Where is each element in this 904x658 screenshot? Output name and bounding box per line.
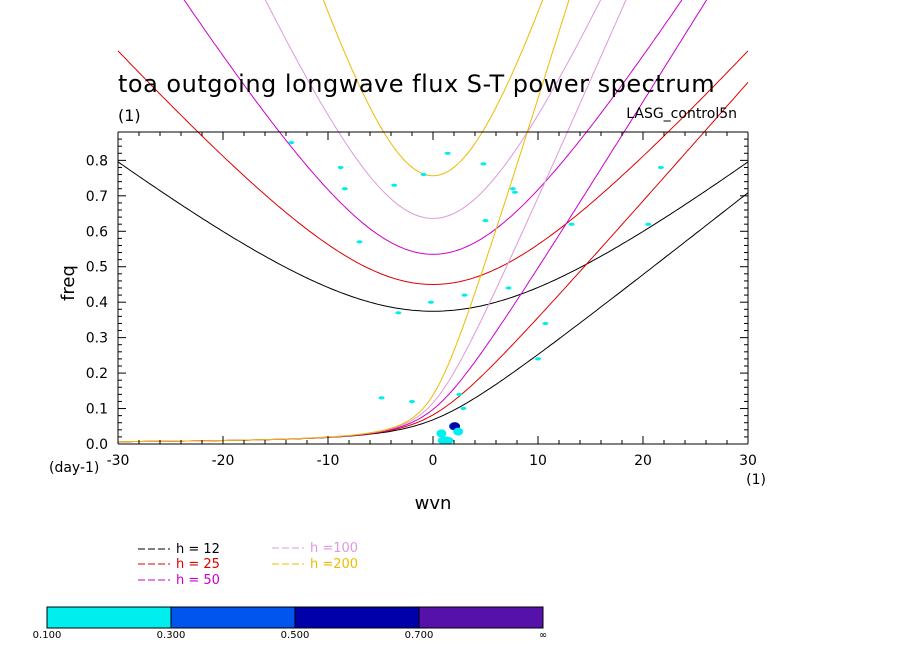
contour-patch bbox=[427, 300, 434, 304]
curve-ig-h50 bbox=[183, 0, 683, 255]
colorbar-label: ∞ bbox=[539, 630, 547, 641]
y-tick-label: 0.8 bbox=[86, 153, 108, 169]
y-tick-label: 0.6 bbox=[86, 224, 108, 240]
colorbar-label: 0.100 bbox=[33, 630, 62, 641]
y-tick-label: 0.3 bbox=[86, 331, 108, 347]
chart-title: toa outgoing longwave flux S-T power spe… bbox=[118, 70, 715, 98]
x-tick-label: -20 bbox=[212, 453, 235, 469]
x-tick-label: 10 bbox=[529, 453, 547, 469]
contour-patch bbox=[444, 151, 451, 155]
y-tick-label: 0.2 bbox=[86, 366, 108, 382]
contour-patch bbox=[378, 396, 385, 400]
contour-patch bbox=[341, 187, 348, 191]
curve-kelvin-h100 bbox=[118, 0, 627, 443]
curve-kelvin-h50 bbox=[117, 0, 708, 443]
y-tick-label: 0.5 bbox=[86, 260, 108, 276]
y-axis-label: freq bbox=[58, 265, 79, 301]
y-axis-unit: (day-1) bbox=[49, 460, 99, 476]
curve-ig-h100 bbox=[264, 0, 602, 219]
contour-patch bbox=[420, 172, 427, 177]
contour-patch bbox=[456, 392, 463, 396]
x-tick-label: 30 bbox=[739, 453, 757, 469]
contour-patch bbox=[460, 406, 467, 411]
contour-patch bbox=[337, 165, 344, 170]
contour-patches bbox=[288, 141, 664, 445]
colorbar-label: 0.700 bbox=[405, 630, 434, 641]
contour-patch bbox=[509, 187, 516, 191]
legend-label: h =100 bbox=[310, 541, 358, 556]
legend-label: h = 12 bbox=[176, 542, 220, 557]
contour-patch bbox=[657, 165, 664, 170]
contour-patch bbox=[645, 222, 652, 226]
colorbar-swatch bbox=[418, 606, 544, 629]
chart-subtitle-right: LASG_control5n bbox=[626, 106, 737, 122]
curve-kelvin-h200 bbox=[118, 0, 570, 443]
contour-patch bbox=[395, 311, 402, 315]
curve-ig-h200 bbox=[322, 0, 544, 177]
colorbar-label: 0.500 bbox=[281, 630, 310, 641]
contour-patch bbox=[542, 321, 549, 326]
contour-patch bbox=[391, 183, 398, 187]
x-tick-label: -30 bbox=[107, 453, 130, 469]
x-tick-label: 0 bbox=[429, 453, 438, 469]
contour-patch bbox=[535, 357, 541, 361]
dispersion-curves bbox=[117, 0, 749, 443]
contour-patch bbox=[436, 429, 447, 438]
y-tick-label: 0.0 bbox=[86, 437, 108, 453]
axis-ticks: -30 -20 -10 0 10 20 30 0.0 0.1 0.2 0.3 0.4 0.5 0.6 0.7… bbox=[86, 131, 757, 469]
x-axis-label: wvn bbox=[415, 493, 452, 514]
curve-ig-h12 bbox=[117, 161, 749, 312]
x-axis-unit: (1) bbox=[746, 472, 766, 488]
legend-label: h =200 bbox=[310, 557, 358, 572]
y-tick-label: 0.7 bbox=[86, 189, 108, 205]
chart-subtitle-left: (1) bbox=[118, 106, 141, 125]
plot-frame bbox=[117, 131, 749, 445]
colorbar: 0.100 0.300 0.500 0.700 ∞ bbox=[33, 606, 547, 641]
curve-kelvin-h12 bbox=[117, 192, 749, 443]
contour-patch bbox=[461, 293, 468, 297]
contour-patch bbox=[505, 286, 512, 290]
y-tick-label: 0.4 bbox=[86, 295, 108, 311]
colorbar-label: 0.300 bbox=[157, 630, 186, 641]
colorbar-swatch bbox=[46, 606, 172, 629]
x-tick-label: 20 bbox=[634, 453, 652, 469]
x-tick-label: -10 bbox=[317, 453, 340, 469]
contour-patch bbox=[453, 427, 464, 436]
contour-patch bbox=[356, 240, 363, 244]
contour-patch bbox=[437, 436, 454, 445]
curve-ig-h25 bbox=[117, 50, 749, 286]
legend-label: h = 25 bbox=[176, 557, 220, 572]
contour-patch bbox=[482, 219, 489, 223]
legend-label: h = 50 bbox=[176, 573, 220, 588]
colorbar-swatch bbox=[294, 606, 420, 629]
contour-patch bbox=[288, 141, 295, 145]
y-tick-label: 0.1 bbox=[86, 402, 108, 418]
contour-patch bbox=[568, 222, 575, 226]
contour-patch bbox=[511, 190, 518, 194]
contour-patch bbox=[409, 399, 415, 404]
colorbar-swatch bbox=[170, 606, 296, 629]
contour-patch bbox=[480, 162, 487, 166]
